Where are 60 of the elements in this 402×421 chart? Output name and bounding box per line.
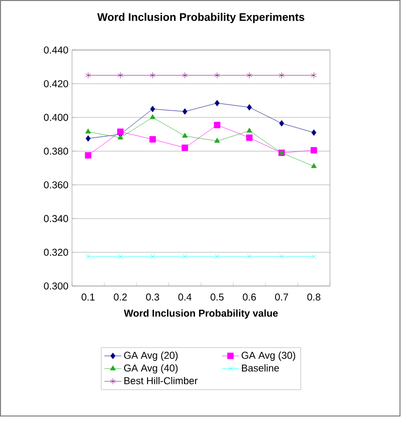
y-tick-label: 0.360 bbox=[44, 181, 68, 188]
point bbox=[182, 132, 188, 138]
point bbox=[150, 254, 155, 259]
point bbox=[214, 100, 220, 106]
x-tick-label: 0.8 bbox=[307, 294, 320, 301]
point bbox=[150, 114, 156, 120]
x-tick-label: 0.6 bbox=[242, 294, 256, 301]
point bbox=[246, 104, 252, 111]
point bbox=[311, 129, 316, 136]
x-axis-title: Word Inclusion Probability value bbox=[124, 309, 278, 319]
y-tick-label: 0.320 bbox=[44, 248, 68, 256]
point bbox=[85, 128, 91, 134]
legend-label: GA Avg (40) bbox=[124, 364, 178, 374]
y-tick-label: 0.300 bbox=[44, 282, 68, 290]
point bbox=[214, 122, 220, 128]
point bbox=[214, 72, 220, 78]
point bbox=[310, 147, 318, 154]
point bbox=[279, 254, 284, 259]
point bbox=[150, 106, 156, 112]
point bbox=[312, 254, 316, 259]
point bbox=[117, 128, 124, 135]
point bbox=[118, 72, 124, 78]
point bbox=[246, 72, 252, 78]
point bbox=[214, 254, 220, 259]
legend-label: Baseline bbox=[242, 364, 279, 372]
x-tick-label: 0.5 bbox=[210, 294, 224, 301]
chart-title: Word Inclusion Probability Experiments bbox=[97, 12, 304, 24]
point bbox=[86, 254, 90, 259]
point bbox=[182, 108, 188, 115]
point bbox=[247, 254, 252, 259]
y-tick-label: 0.440 bbox=[44, 46, 68, 54]
point bbox=[149, 136, 156, 143]
y-tick-label: 0.380 bbox=[44, 148, 68, 155]
point bbox=[214, 138, 220, 143]
point bbox=[84, 152, 92, 159]
x-tick-label: 0.4 bbox=[178, 294, 192, 301]
legend-label: GA Avg (20) bbox=[124, 352, 178, 361]
point bbox=[118, 254, 123, 259]
legend-label: Best Hill-Climber bbox=[124, 376, 198, 384]
point bbox=[182, 144, 188, 151]
y-tick-label: 0.340 bbox=[44, 215, 68, 222]
x-tick-label: 0.2 bbox=[114, 294, 127, 301]
x-tick-label: 0.1 bbox=[82, 294, 95, 301]
point bbox=[86, 135, 91, 142]
point bbox=[85, 72, 91, 78]
point bbox=[182, 72, 188, 78]
point bbox=[246, 128, 252, 133]
point bbox=[279, 120, 284, 127]
point bbox=[150, 72, 156, 78]
point bbox=[311, 72, 317, 78]
y-tick-label: 0.400 bbox=[44, 114, 68, 121]
point bbox=[182, 254, 188, 259]
legend-label: GA Avg (30) bbox=[242, 352, 296, 361]
x-tick-label: 0.3 bbox=[146, 294, 160, 301]
point bbox=[118, 134, 124, 140]
point bbox=[278, 72, 284, 78]
point bbox=[311, 163, 317, 168]
point bbox=[246, 134, 253, 141]
x-tick-label: 0.7 bbox=[275, 294, 288, 301]
y-tick-label: 0.420 bbox=[44, 80, 68, 88]
